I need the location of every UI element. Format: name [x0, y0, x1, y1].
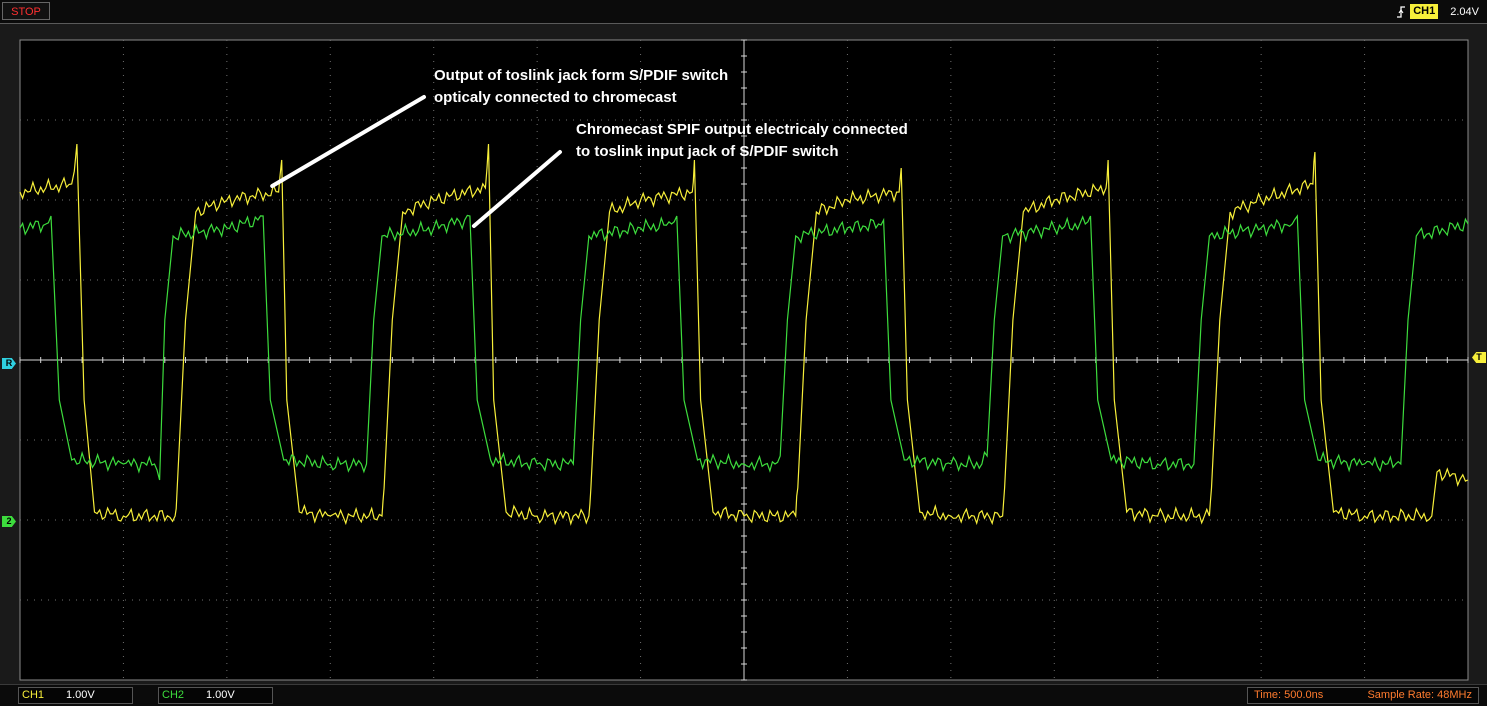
ref-marker[interactable]: R [2, 358, 16, 369]
ch2-marker[interactable]: 2 [2, 516, 16, 527]
grid [19, 39, 1469, 681]
sample-rate: Sample Rate: 48MHz [1367, 689, 1472, 701]
rising-edge-trigger-icon [1397, 5, 1406, 18]
annotations: Output of toslink jack form S/PDIF switc… [270, 67, 908, 228]
ch1-scale-box[interactable]: CH1 1.00V [18, 687, 133, 704]
top-toolbar: STOP CH1 2.04V [0, 0, 1487, 24]
ch2-label: CH2 [162, 689, 185, 701]
ch2-scale-box[interactable]: CH2 1.00V [158, 687, 273, 704]
ch2-trace [19, 214, 1469, 481]
status-bar: CH1 1.00V CH2 1.00V Time: 500.0ns Sample R… [0, 684, 1487, 706]
annotation-text: Chromecast SPIF output electricaly conne… [576, 121, 908, 138]
annotation-text: opticaly connected to chromecast [434, 89, 677, 106]
stop-button[interactable]: STOP [2, 2, 50, 20]
acquisition-info: Time: 500.0ns Sample Rate: 48MHz [1247, 687, 1479, 704]
annotation-pointer-line [471, 150, 562, 228]
traces [19, 143, 1469, 526]
ch1-label: CH1 [22, 689, 45, 701]
scope-display: Output of toslink jack form S/PDIF switc… [0, 24, 1487, 684]
ch1-scale: 1.00V [66, 689, 95, 701]
ch2-scale: 1.00V [206, 689, 235, 701]
waveform-chart: Output of toslink jack form S/PDIF switc… [19, 39, 1469, 681]
time-base: Time: 500.0ns [1254, 689, 1324, 701]
ch1-trace [19, 143, 1469, 526]
annotation-text: to toslink input jack of S/PDIF switch [576, 143, 839, 160]
annotation-text: Output of toslink jack form S/PDIF switc… [434, 67, 728, 84]
trigger-level: 2.04V [1450, 5, 1479, 18]
trigger-status: CH1 2.04V [1396, 3, 1479, 20]
annotation-pointer-line [270, 95, 426, 188]
trigger-level-marker[interactable]: T [1472, 352, 1486, 363]
trigger-channel-badge[interactable]: CH1 [1410, 4, 1439, 19]
